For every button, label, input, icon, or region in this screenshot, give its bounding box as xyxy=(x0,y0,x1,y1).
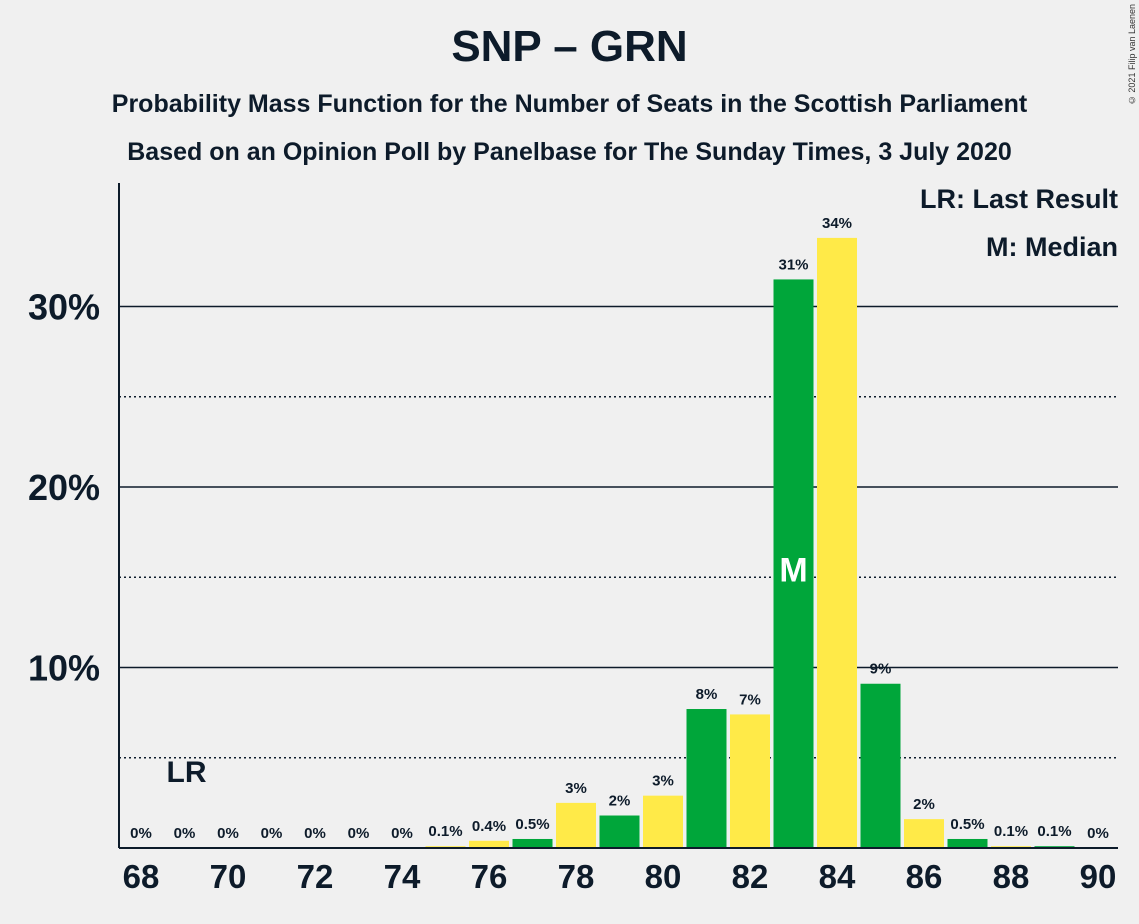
data-label-seat-79: 2% xyxy=(609,793,631,810)
bar-seat-85 xyxy=(860,683,901,848)
data-label-seat-76: 0.4% xyxy=(472,818,506,835)
x-tick-label: 80 xyxy=(645,858,682,895)
data-label-seat-86: 2% xyxy=(913,796,935,813)
data-label-seat-83: 31% xyxy=(778,256,808,273)
data-label-seat-75: 0.1% xyxy=(428,823,462,840)
data-label-seat-85: 9% xyxy=(870,661,892,678)
bar-seat-84 xyxy=(817,237,857,848)
bar-seat-76 xyxy=(469,840,509,848)
x-tick-label: 72 xyxy=(297,858,334,895)
chart-title: SNP – GRN xyxy=(451,22,688,71)
data-label-seat-90: 0% xyxy=(1087,825,1109,842)
data-label-seat-73: 0% xyxy=(348,825,370,842)
data-label-seat-89: 0.1% xyxy=(1037,823,1071,840)
bar-seat-83 xyxy=(773,279,814,848)
chart-subtitle-2: Based on an Opinion Poll by Panelbase fo… xyxy=(127,138,1012,166)
bar-seat-80 xyxy=(643,795,683,848)
legend-last-result: LR: Last Result xyxy=(919,184,1118,214)
bar-seat-86 xyxy=(904,819,944,848)
data-label-seat-69: 0% xyxy=(174,825,196,842)
x-tick-label: 82 xyxy=(732,858,769,895)
x-tick-label: 68 xyxy=(123,858,160,895)
data-label-seat-80: 3% xyxy=(652,773,674,790)
bar-seat-82 xyxy=(730,714,770,848)
data-label-seat-68: 0% xyxy=(130,825,152,842)
y-tick-label: 20% xyxy=(28,467,100,508)
data-label-seat-77: 0.5% xyxy=(515,816,549,833)
x-tick-label: 78 xyxy=(558,858,595,895)
data-label-seat-82: 7% xyxy=(739,691,761,708)
bar-seat-87 xyxy=(947,838,988,848)
bar-seat-77 xyxy=(512,838,553,848)
data-label-seat-70: 0% xyxy=(217,825,239,842)
bar-seat-79 xyxy=(599,815,640,848)
data-label-seat-74: 0% xyxy=(391,825,413,842)
data-label-seat-87: 0.5% xyxy=(950,816,984,833)
data-label-seat-88: 0.1% xyxy=(994,823,1028,840)
data-label-seat-72: 0% xyxy=(304,825,326,842)
median-marker: M xyxy=(779,551,807,589)
chart-subtitle-1: Probability Mass Function for the Number… xyxy=(111,90,1028,118)
y-tick-label: 10% xyxy=(28,648,100,689)
data-label-seat-84: 34% xyxy=(822,215,852,232)
x-tick-label: 84 xyxy=(819,858,856,895)
data-label-seat-78: 3% xyxy=(565,780,587,797)
legend-median: M: Median xyxy=(986,232,1118,262)
x-tick-label: 74 xyxy=(384,858,421,895)
last-result-marker: LR xyxy=(167,756,207,789)
y-tick-label: 30% xyxy=(28,287,100,328)
data-label-seat-81: 8% xyxy=(696,686,718,703)
bar-seat-78 xyxy=(556,802,596,848)
x-tick-label: 76 xyxy=(471,858,508,895)
x-tick-label: 88 xyxy=(993,858,1030,895)
x-tick-label: 86 xyxy=(906,858,943,895)
data-label-seat-71: 0% xyxy=(261,825,283,842)
bar-seat-81 xyxy=(686,709,727,848)
x-tick-label: 70 xyxy=(210,858,247,895)
x-tick-label: 90 xyxy=(1080,858,1117,895)
